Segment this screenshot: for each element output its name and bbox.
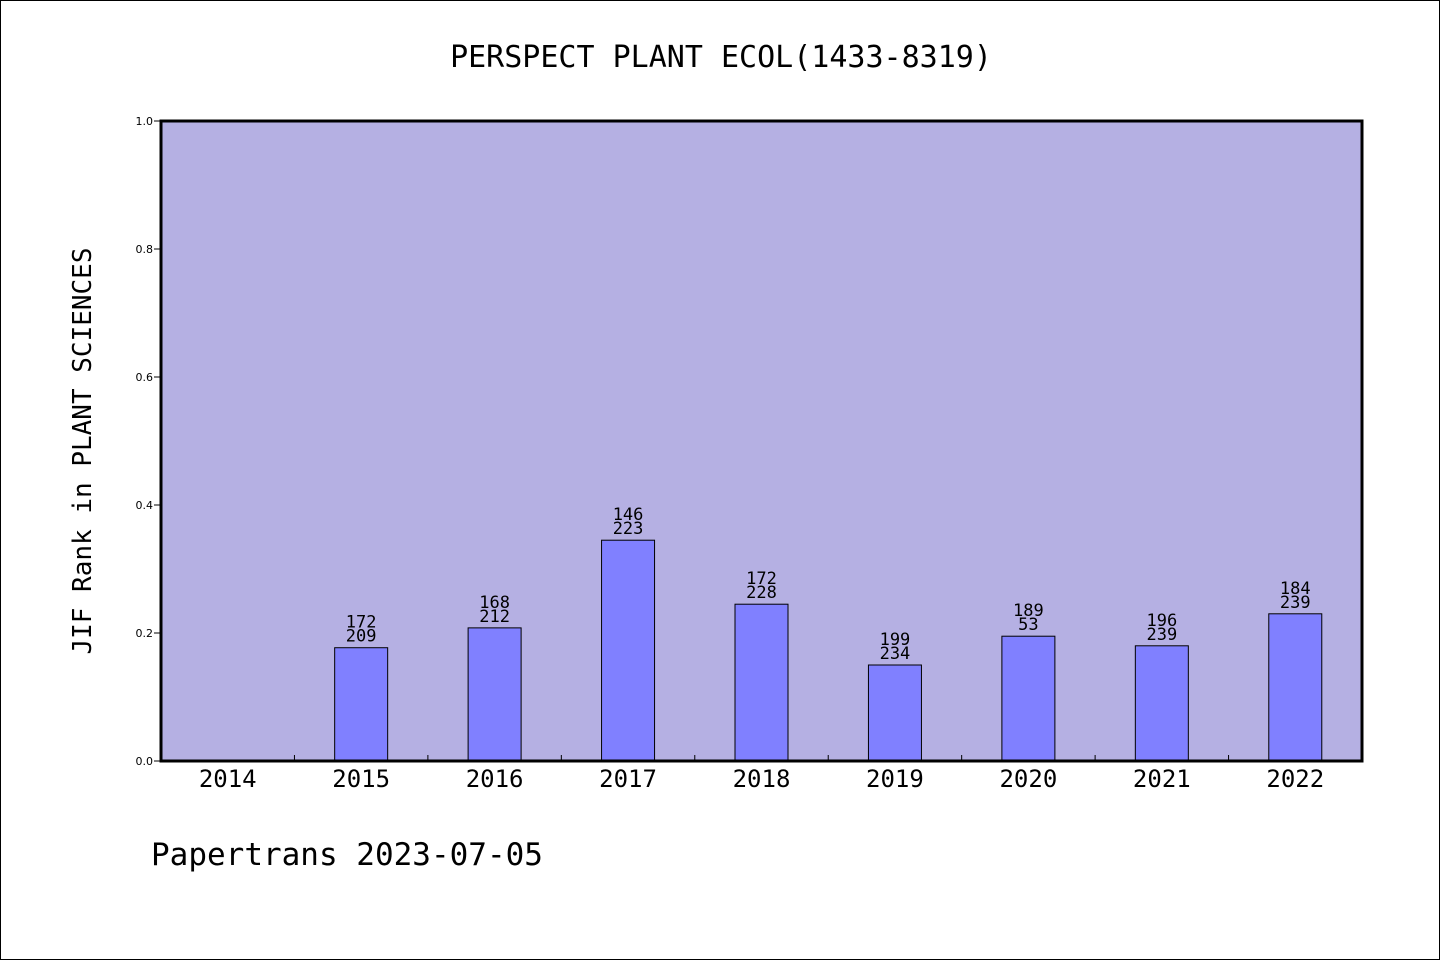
y-tick-label: 0.0 bbox=[136, 755, 154, 768]
rank-label: 168 bbox=[479, 593, 510, 613]
total-label: 223 bbox=[613, 519, 644, 539]
x-tick-label: 2022 bbox=[1266, 765, 1324, 793]
y-tick-label: 0.2 bbox=[136, 627, 154, 640]
x-tick-label: 2016 bbox=[466, 765, 524, 793]
total-label: 53 bbox=[1018, 615, 1038, 635]
y-tick-label: 1.0 bbox=[136, 115, 154, 128]
y-tick-label: 0.4 bbox=[136, 499, 154, 512]
total-label: 228 bbox=[746, 583, 777, 603]
rank-label: 199 bbox=[880, 630, 911, 650]
rank-label: 172 bbox=[746, 569, 777, 589]
rank-label: 146 bbox=[613, 505, 644, 525]
rank-label: 184 bbox=[1280, 579, 1311, 599]
bar-2022 bbox=[1268, 613, 1323, 762]
total-label: 209 bbox=[346, 627, 377, 647]
bar-2018 bbox=[734, 603, 789, 762]
bar-2015 bbox=[334, 647, 389, 762]
bar-series bbox=[334, 539, 1323, 762]
total-label: 239 bbox=[1280, 593, 1311, 613]
x-tick-label: 2015 bbox=[332, 765, 390, 793]
total-label: 239 bbox=[1146, 625, 1177, 645]
y-axis-label: JIF Rank in PLANT SCIENCES bbox=[68, 248, 98, 655]
x-tick-label: 2021 bbox=[1133, 765, 1191, 793]
bar-2021 bbox=[1134, 645, 1189, 762]
x-tick-label: 2020 bbox=[999, 765, 1057, 793]
y-tick-label: 0.8 bbox=[136, 243, 154, 256]
x-axis: 2014 2015 2016 2017 2018 2019 2020 2021 2022 bbox=[199, 755, 1324, 793]
rank-label: 196 bbox=[1146, 611, 1177, 631]
bar-2019 bbox=[867, 664, 922, 762]
bar-2020 bbox=[1001, 635, 1056, 762]
rank-label: 172 bbox=[346, 613, 377, 633]
chart-title: PERSPECT PLANT ECOL(1433-8319) bbox=[450, 40, 992, 75]
x-tick-label: 2019 bbox=[866, 765, 924, 793]
total-label: 234 bbox=[880, 644, 911, 664]
bar-2016 bbox=[467, 627, 522, 762]
bar-2017 bbox=[601, 539, 656, 762]
y-axis: 0.0 0.2 0.4 0.6 0.8 1.0 bbox=[136, 115, 161, 768]
x-tick-label: 2018 bbox=[733, 765, 791, 793]
x-tick-label: 2017 bbox=[599, 765, 657, 793]
total-label: 212 bbox=[479, 607, 510, 627]
plot-border bbox=[159, 119, 1364, 763]
y-tick-label: 0.6 bbox=[136, 371, 154, 384]
x-tick-label: 2014 bbox=[199, 765, 257, 793]
footer-credit: Papertrans 2023-07-05 bbox=[151, 837, 543, 873]
rank-label: 189 bbox=[1013, 601, 1044, 621]
